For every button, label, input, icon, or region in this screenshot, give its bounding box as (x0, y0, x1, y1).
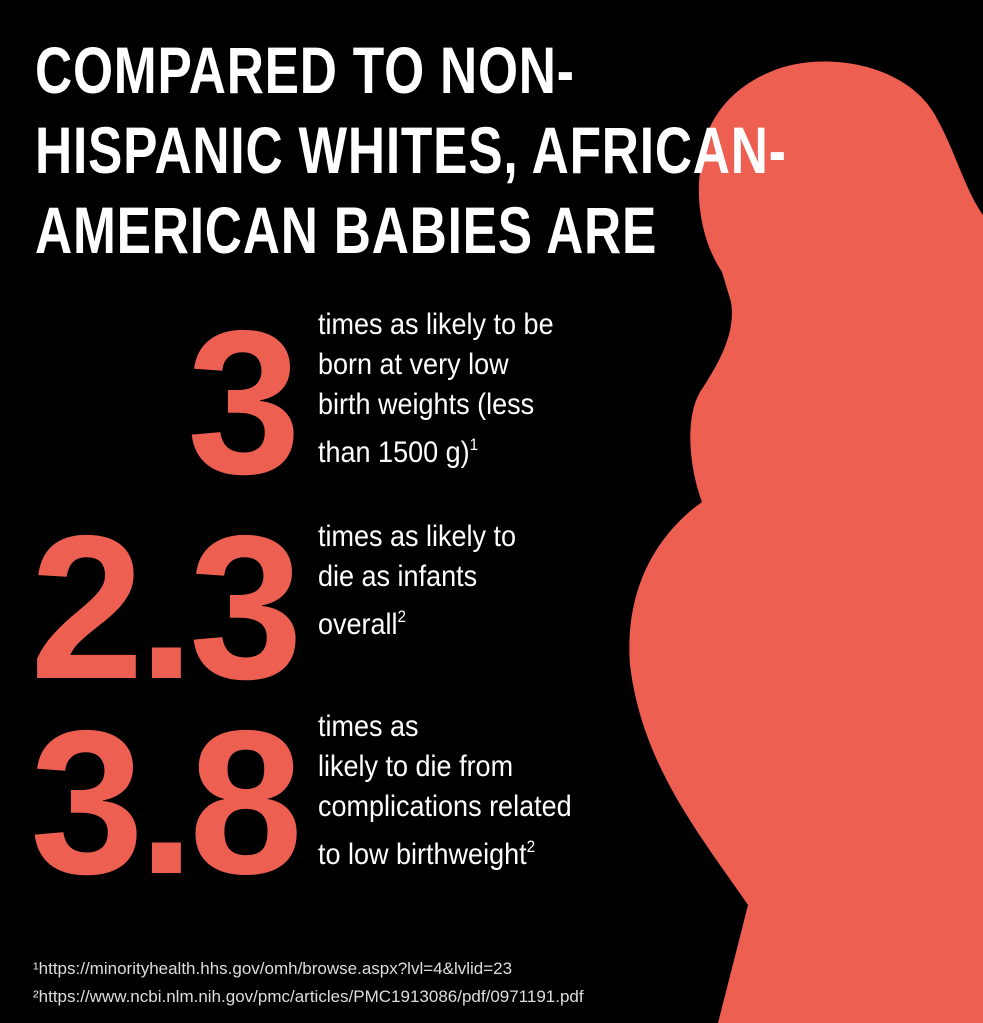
footnote-marker: 1 (469, 435, 479, 454)
stat-line: complications related (318, 790, 572, 823)
title: COMPARED TO NON- HISPANIC WHITES, AFRICAN… (35, 30, 787, 270)
stat-number: 3 (186, 288, 301, 517)
footnote-marker: 2 (397, 607, 407, 626)
title-line: AMERICAN BABIES ARE (35, 193, 658, 267)
footnote: ¹https://minorityhealth.hhs.gov/omh/brow… (33, 959, 513, 978)
stat-number: 3.8 (30, 688, 303, 917)
stat-line: times as likely to (318, 520, 517, 553)
stat-line: born at very low (318, 348, 509, 381)
stat-line: overall2 (318, 607, 407, 641)
stat-number: 2.3 (30, 493, 303, 722)
footnote: ²https://www.ncbi.nlm.nih.gov/pmc/articl… (33, 987, 584, 1006)
stat-line: to low birthweight2 (318, 837, 536, 871)
pregnant-woman-silhouette (629, 61, 983, 1023)
stat-line: birth weights (less (318, 388, 535, 421)
title-line: HISPANIC WHITES, AFRICAN- (35, 113, 787, 187)
stat-line: times as likely to be (318, 308, 554, 341)
footnotes: ¹https://minorityhealth.hhs.gov/omh/brow… (33, 955, 584, 1011)
stat-text: times as likely to die from complications … (318, 707, 572, 875)
title-line: COMPARED TO NON- (35, 33, 575, 107)
stat-line: than 1500 g)1 (318, 435, 479, 469)
stat-line: die as infants (318, 560, 478, 593)
stat-text: times as likely to die as infants overall2 (318, 517, 516, 645)
stat-line: likely to die from (318, 750, 514, 783)
stat-text: times as likely to be born at very low bir… (318, 305, 554, 473)
stat-line: times as (318, 710, 419, 743)
footnote-marker: 2 (526, 837, 536, 856)
